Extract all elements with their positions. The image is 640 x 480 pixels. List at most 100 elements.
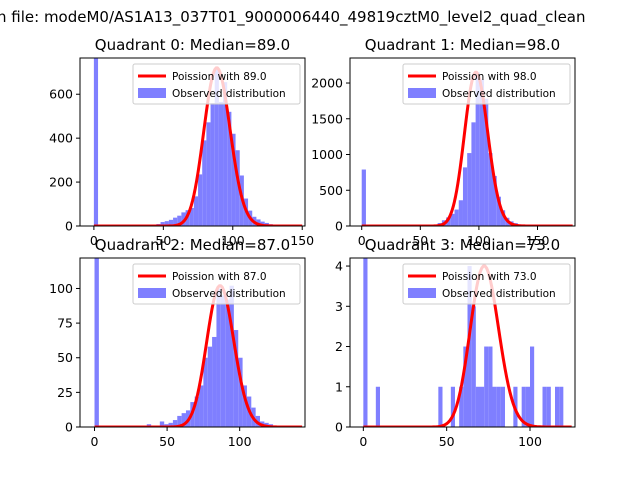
plot-area bbox=[94, 258, 303, 427]
x-tick-label: 50 bbox=[412, 233, 428, 248]
x-tick-label: 50 bbox=[155, 233, 171, 248]
legend-label-observed: Observed distribution bbox=[442, 88, 556, 100]
legend: Poission with 89.0 Observed distribution bbox=[132, 63, 301, 105]
y-tick-label: 1000 bbox=[311, 147, 343, 162]
histogram-bar bbox=[231, 133, 236, 226]
histogram-bar bbox=[160, 222, 165, 226]
y-tick-label: 400 bbox=[49, 131, 73, 146]
legend: Poission with 87.0 Observed distribution bbox=[132, 263, 301, 305]
histogram-bar bbox=[484, 346, 489, 427]
histogram-bar bbox=[256, 219, 261, 226]
histogram-bar bbox=[463, 346, 468, 427]
y-tick-label: 2000 bbox=[311, 76, 343, 91]
legend-label-poisson: Poission with 98.0 bbox=[442, 71, 537, 83]
x-tick-label: 50 bbox=[439, 434, 455, 449]
histogram-bar bbox=[450, 213, 455, 226]
poisson-curve bbox=[361, 70, 573, 226]
subplot-title: Quadrant 2: Median=87.0 bbox=[95, 236, 290, 254]
legend-box bbox=[132, 263, 301, 305]
histogram-bar bbox=[450, 386, 455, 427]
histogram-bar bbox=[484, 98, 489, 226]
histogram-bar bbox=[459, 386, 464, 427]
histogram-bar bbox=[530, 346, 535, 427]
y-tick-label: 3 bbox=[335, 299, 343, 314]
x-tick-label: 0 bbox=[358, 233, 366, 248]
histogram-bar bbox=[177, 415, 182, 427]
histogram-bar bbox=[181, 212, 186, 226]
y-tick-label: 500 bbox=[319, 183, 343, 198]
histogram-bar bbox=[488, 153, 493, 226]
histogram-bar bbox=[500, 386, 505, 427]
legend-box bbox=[402, 263, 571, 305]
histogram-bar bbox=[496, 196, 501, 226]
y-tick-label: 1 bbox=[335, 379, 343, 394]
histogram-bar bbox=[467, 153, 472, 226]
x-tick-label: 0 bbox=[90, 233, 98, 248]
y-tick-label: 4 bbox=[335, 259, 343, 274]
histogram-bar bbox=[361, 169, 366, 226]
histogram-bar bbox=[227, 111, 232, 226]
histogram-bar bbox=[168, 219, 174, 226]
x-tick-label: 100 bbox=[518, 434, 542, 449]
histogram-bar bbox=[229, 285, 234, 427]
histogram-bar bbox=[488, 346, 493, 427]
histogram-bar bbox=[496, 386, 501, 427]
poisson-curve bbox=[94, 284, 303, 427]
x-tick-label: 100 bbox=[228, 434, 252, 449]
y-tick-label: 0 bbox=[335, 420, 343, 435]
subplot-quadrant-0: 0 50 100 150 0 200 400 600 Quadrant 0: Median=89… bbox=[49, 36, 314, 248]
histogram-bar bbox=[471, 122, 476, 226]
figure-title: n file: modeM0/AS1A13_037T01_9000006440_… bbox=[0, 8, 586, 27]
histogram-bar bbox=[559, 386, 564, 427]
histogram-bar bbox=[159, 421, 165, 427]
legend-label-poisson: Poission with 89.0 bbox=[172, 71, 267, 83]
histogram-bar bbox=[235, 150, 240, 226]
y-tick-label: 0 bbox=[335, 219, 343, 234]
histogram-bar bbox=[238, 357, 243, 427]
histogram-bar bbox=[467, 266, 472, 427]
histogram-bar bbox=[94, 258, 99, 427]
x-tick-label: 50 bbox=[159, 434, 175, 449]
legend-label-observed: Observed distribution bbox=[442, 288, 556, 300]
x-tick-label: 150 bbox=[526, 233, 550, 248]
histogram-bar bbox=[363, 258, 368, 427]
x-tick-label: 150 bbox=[290, 233, 314, 248]
histogram-bar bbox=[471, 306, 476, 427]
histogram-bar bbox=[220, 295, 226, 427]
histogram-bar bbox=[223, 82, 228, 226]
histogram-bar bbox=[172, 420, 178, 427]
histogram-bar bbox=[438, 386, 443, 427]
histogram-bar bbox=[218, 101, 224, 226]
histogram-bar bbox=[454, 209, 459, 226]
histogram-bar bbox=[202, 140, 207, 226]
histogram-bar bbox=[203, 357, 208, 427]
histogram-bar bbox=[375, 386, 380, 427]
subplot-title: Quadrant 0: Median=89.0 bbox=[95, 36, 290, 54]
legend-label-observed: Observed distribution bbox=[172, 288, 286, 300]
axes-frame bbox=[79, 257, 306, 428]
legend-label-poisson: Poission with 73.0 bbox=[442, 271, 537, 283]
y-tick-label: 75 bbox=[57, 316, 73, 331]
legend-bar-swatch bbox=[138, 88, 166, 98]
legend-bar-swatch bbox=[408, 88, 436, 98]
x-tick-label: 0 bbox=[359, 434, 367, 449]
histogram-bar bbox=[93, 58, 99, 226]
histogram-bar bbox=[458, 200, 463, 226]
histogram-bar bbox=[198, 174, 203, 226]
histogram-bar bbox=[546, 386, 551, 427]
histogram-bar bbox=[216, 288, 221, 427]
histogram-bar bbox=[475, 386, 480, 427]
subplot-title: Quadrant 1: Median=98.0 bbox=[365, 36, 560, 54]
histogram-bar bbox=[194, 396, 200, 427]
x-tick-label: 0 bbox=[91, 434, 99, 449]
histogram-bar bbox=[462, 167, 468, 226]
histogram-bar bbox=[242, 385, 247, 427]
histogram-bar bbox=[181, 413, 186, 427]
axes-frame bbox=[79, 57, 306, 227]
histogram-bar bbox=[492, 175, 497, 226]
histogram-bar bbox=[475, 72, 480, 226]
y-tick-label: 0 bbox=[65, 420, 73, 435]
legend-bar-swatch bbox=[408, 288, 436, 298]
